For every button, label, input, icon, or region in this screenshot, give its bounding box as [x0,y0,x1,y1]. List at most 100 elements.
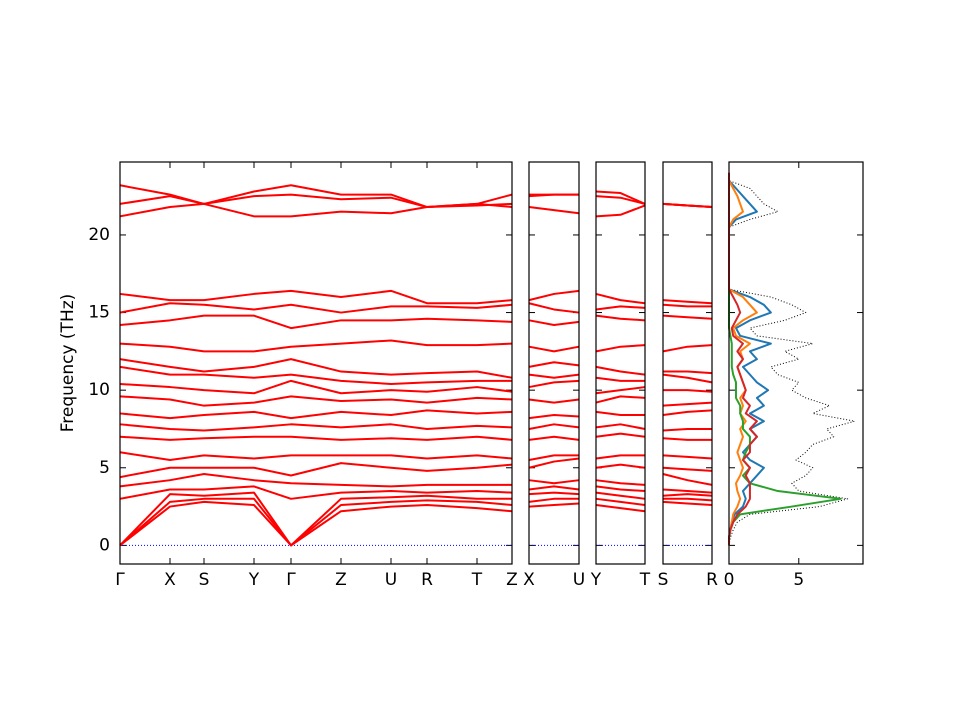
band [662,344,713,353]
band [662,493,713,497]
axes-frame [528,161,580,565]
band [662,473,713,486]
band [662,373,713,384]
x-tick-label: R [706,570,718,590]
band [662,299,713,305]
x-tick-label: S [199,570,210,590]
x-tick-label: 5 [793,570,804,590]
band [528,398,580,404]
band [119,409,513,420]
dos-line [728,172,842,546]
band [119,423,513,432]
band [595,410,645,416]
x-tick-label: 0 [724,570,735,590]
band [119,395,513,407]
band [119,379,513,395]
band [663,497,713,502]
x-tick-label: Γ [115,570,125,590]
band [528,435,580,441]
band [528,361,580,368]
band [595,190,646,205]
x-tick-label: U [573,570,585,590]
x-tick-label: X [523,570,535,590]
band [595,423,646,430]
band [528,457,580,469]
y-tick-label: 5 [99,458,110,478]
x-tick-label: U [385,570,397,590]
dos-line [728,172,758,546]
x-tick-label: Y [248,570,260,590]
y-tick-label: 15 [88,303,110,323]
band [119,358,513,379]
band [595,504,646,513]
band [528,423,580,430]
x-tick-label: Y [590,570,602,590]
band [595,485,646,493]
band [119,462,513,479]
axes-frame [119,161,513,565]
band [595,395,646,404]
band [528,414,580,420]
band [595,432,646,438]
band [662,314,713,320]
x-tick-label: Γ [286,570,296,590]
band [662,466,713,472]
band [119,500,513,547]
band [528,379,580,389]
band [119,339,513,353]
band [528,497,579,503]
band [528,206,580,215]
y-tick-label: 20 [88,225,110,245]
x-tick-label: Z [506,570,518,590]
axes-frame [662,161,713,565]
band [595,497,646,507]
band [662,427,712,432]
band [595,305,646,311]
band [528,302,580,314]
band [119,289,513,305]
band [119,314,513,330]
band [595,314,646,322]
x-tick-label: X [164,570,176,590]
band [528,319,580,326]
band [119,435,513,441]
axes-frame [595,161,646,565]
x-tick-label: T [639,570,651,590]
band [595,204,646,218]
band [595,365,646,376]
band [662,488,713,494]
x-tick-label: S [658,570,669,590]
band [662,454,713,460]
band [663,389,713,393]
band [528,345,580,353]
band [662,202,713,209]
band [119,451,513,462]
dos-line [728,172,856,546]
band [119,302,513,314]
band [595,454,645,460]
band [119,491,512,547]
y-tick-label: 10 [88,380,110,400]
band [663,370,713,375]
band [528,479,580,485]
band [662,500,713,507]
band [595,463,646,469]
y-axis-label: Frequency (THz) [58,294,78,433]
x-tick-label: Z [335,570,347,590]
band [662,303,712,308]
band [662,437,712,441]
band [528,289,580,302]
band [119,497,513,547]
axes-frame [728,161,864,565]
band [595,479,646,486]
band [528,491,580,496]
band [595,292,646,305]
band [528,454,579,461]
band [662,401,713,407]
band [528,373,580,379]
band [595,491,646,500]
y-tick-label: 0 [99,535,110,555]
band [119,472,512,488]
x-tick-label: T [471,570,483,590]
